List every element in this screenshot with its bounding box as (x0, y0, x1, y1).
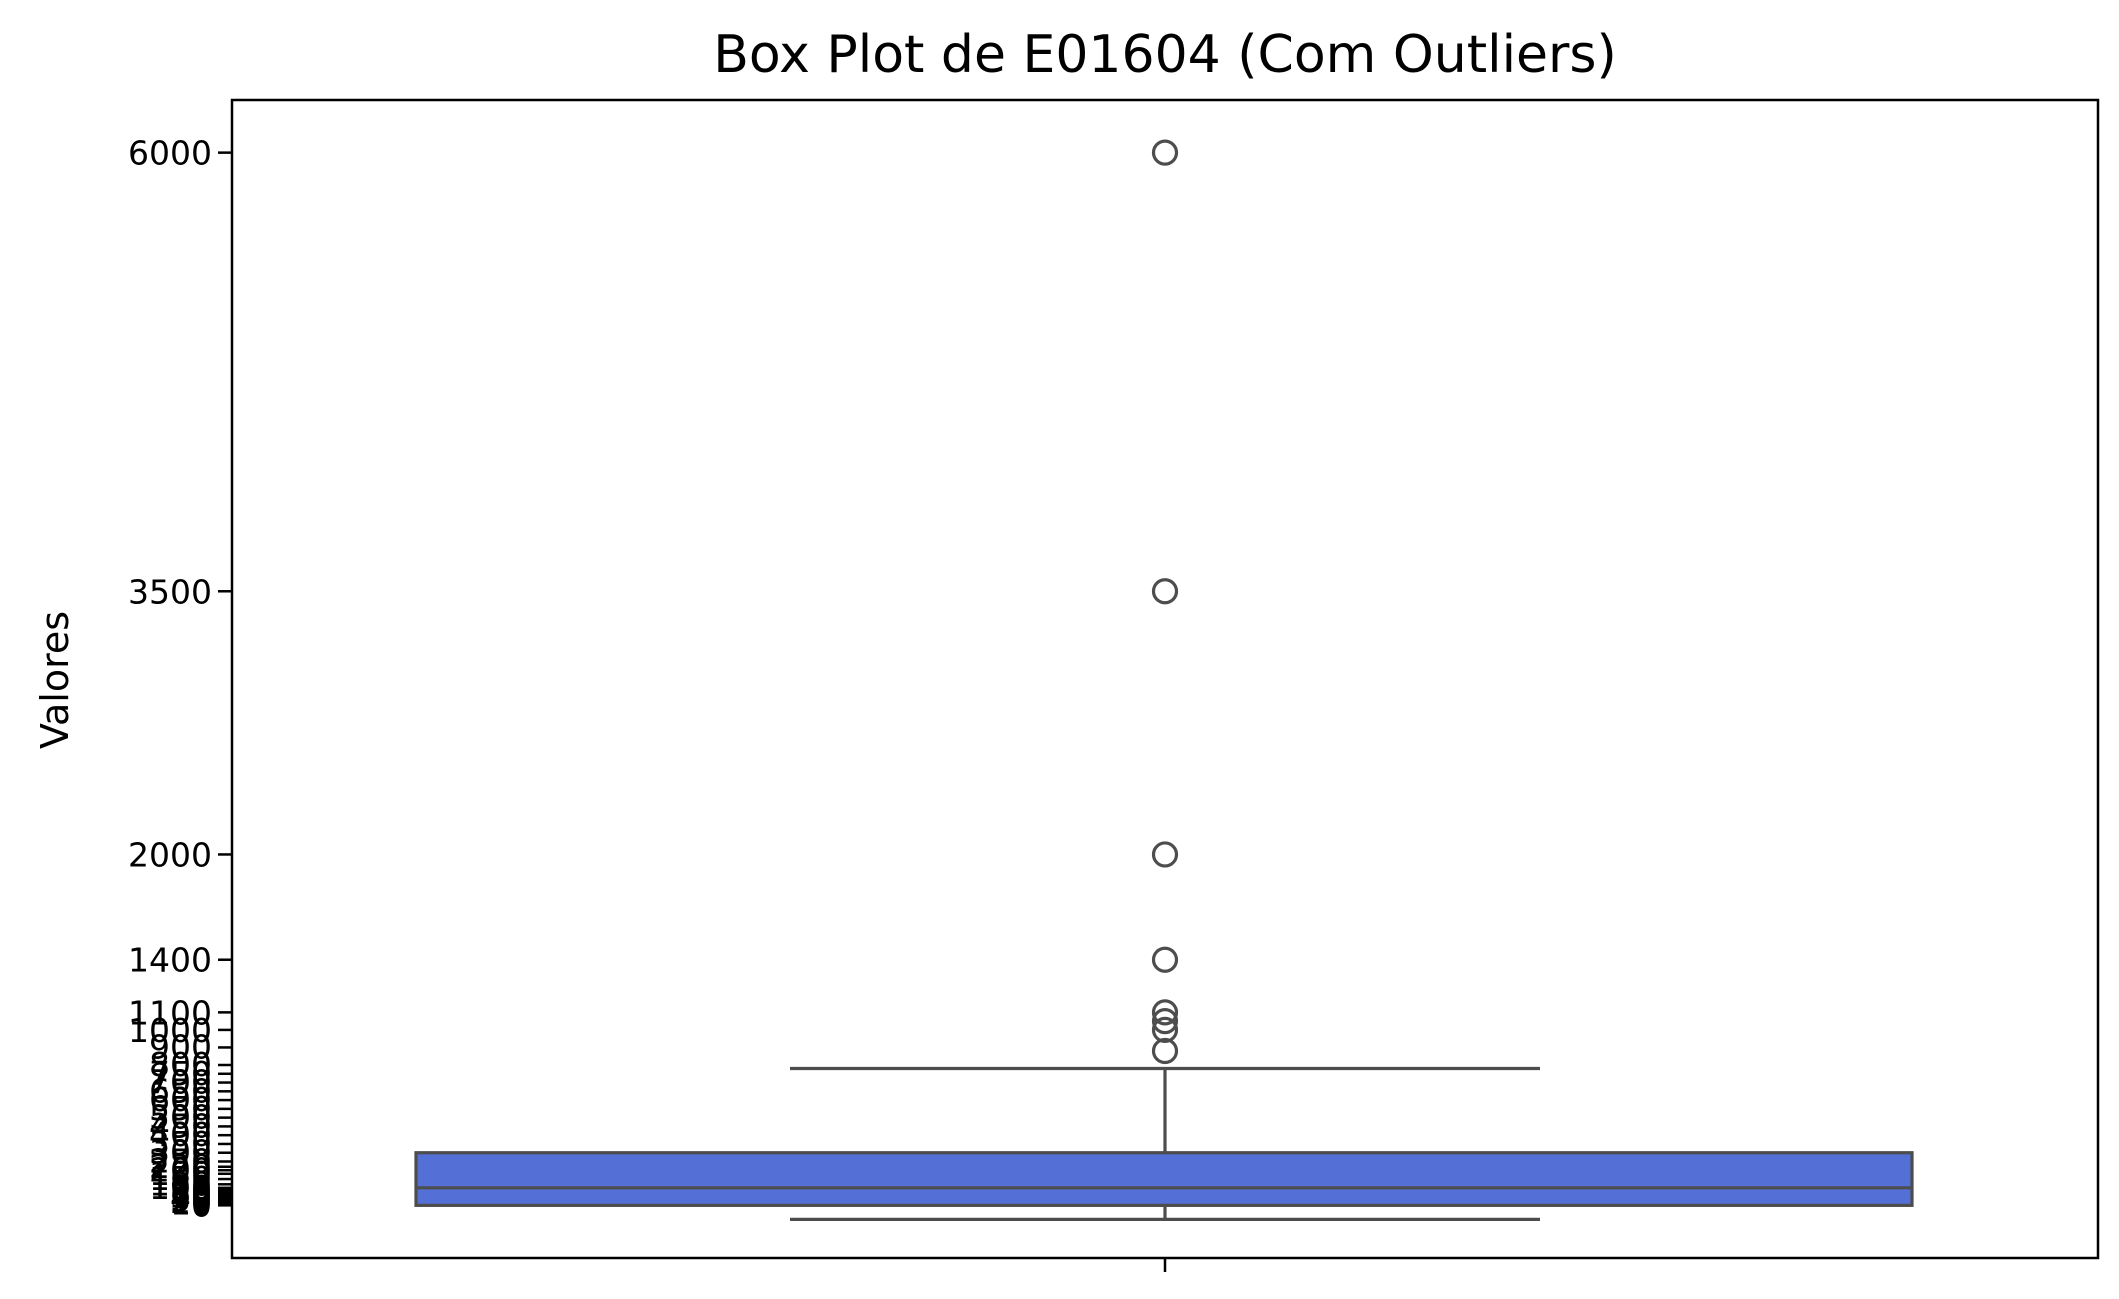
y-axis-ticks: 0102030405060708090100120150180200220250… (128, 134, 232, 1224)
y-axis-minor-tick-label: 0 (191, 1185, 212, 1224)
outlier-point (1151, 1016, 1179, 1044)
iqr-box (414, 1151, 1914, 1207)
y-axis-minor-tick-label: 180 (149, 1154, 212, 1193)
y-axis-minor-tick-label: 800 (149, 1045, 212, 1084)
y-axis-minor-tick-label: 350 (149, 1124, 212, 1163)
y-axis-minor-tick-label: 600 (149, 1080, 212, 1119)
y-axis-minor-tick-label: 700 (149, 1063, 212, 1102)
y-axis-minor-tick-label: 750 (149, 1054, 212, 1093)
y-axis-minor-tick-label: 900 (149, 1027, 212, 1066)
y-axis-tick-label: 1100 (128, 993, 212, 1032)
y-axis-minor-tick-label: 150 (149, 1159, 212, 1198)
outlier-point (1151, 1008, 1179, 1035)
outlier-point (1151, 1037, 1179, 1065)
y-axis-minor-tick-label: 400 (149, 1115, 212, 1154)
outlier-point (1151, 946, 1179, 973)
y-axis-minor-tick-label: 550 (149, 1089, 212, 1128)
plot-area (414, 139, 1914, 1221)
y-axis-minor-tick-label: 60 (170, 1175, 212, 1214)
y-axis-tick-label: 6000 (128, 134, 212, 173)
y-axis-minor-tick-label: 200 (149, 1150, 212, 1189)
y-axis-tick-label: 2000 (128, 835, 212, 874)
y-axis-minor-tick-label: 100 (149, 1168, 212, 1207)
y-axis-minor-tick-label: 450 (149, 1106, 212, 1145)
y-axis-tick-label: 1000 (128, 1011, 212, 1050)
y-axis-minor-tick-label: 20 (170, 1182, 212, 1221)
y-axis-minor-tick-label: 50 (170, 1177, 212, 1216)
outlier-point (1151, 999, 1179, 1026)
y-axis-minor-tick-label: 30 (170, 1180, 212, 1219)
y-axis-minor-tick-label: 300 (149, 1133, 212, 1172)
y-axis-minor-tick-label: 10 (170, 1184, 212, 1223)
y-axis-label: Valores (33, 611, 77, 749)
y-axis-minor-tick-label: 70 (170, 1173, 212, 1212)
y-axis-minor-tick-label: 120 (149, 1164, 212, 1203)
y-axis-minor-tick-label: 650 (149, 1071, 212, 1110)
outlier-point (1151, 139, 1179, 166)
y-axis-minor-tick-label: 500 (149, 1098, 212, 1137)
y-axis-tick-label: 1400 (128, 941, 212, 980)
y-axis-minor-tick-label: 220 (149, 1147, 212, 1186)
outlier-point (1151, 841, 1179, 868)
y-axis-minor-tick-label: 80 (170, 1171, 212, 1210)
outlier-point (1151, 578, 1179, 605)
y-axis-minor-tick-label: 250 (149, 1142, 212, 1181)
y-axis-minor-tick-label: 90 (170, 1170, 212, 1209)
chart-title: Box Plot de E01604 (Com Outliers) (713, 25, 1617, 85)
y-axis-tick-label: 3500 (128, 572, 212, 611)
y-axis-minor-tick-label: 40 (170, 1178, 212, 1217)
